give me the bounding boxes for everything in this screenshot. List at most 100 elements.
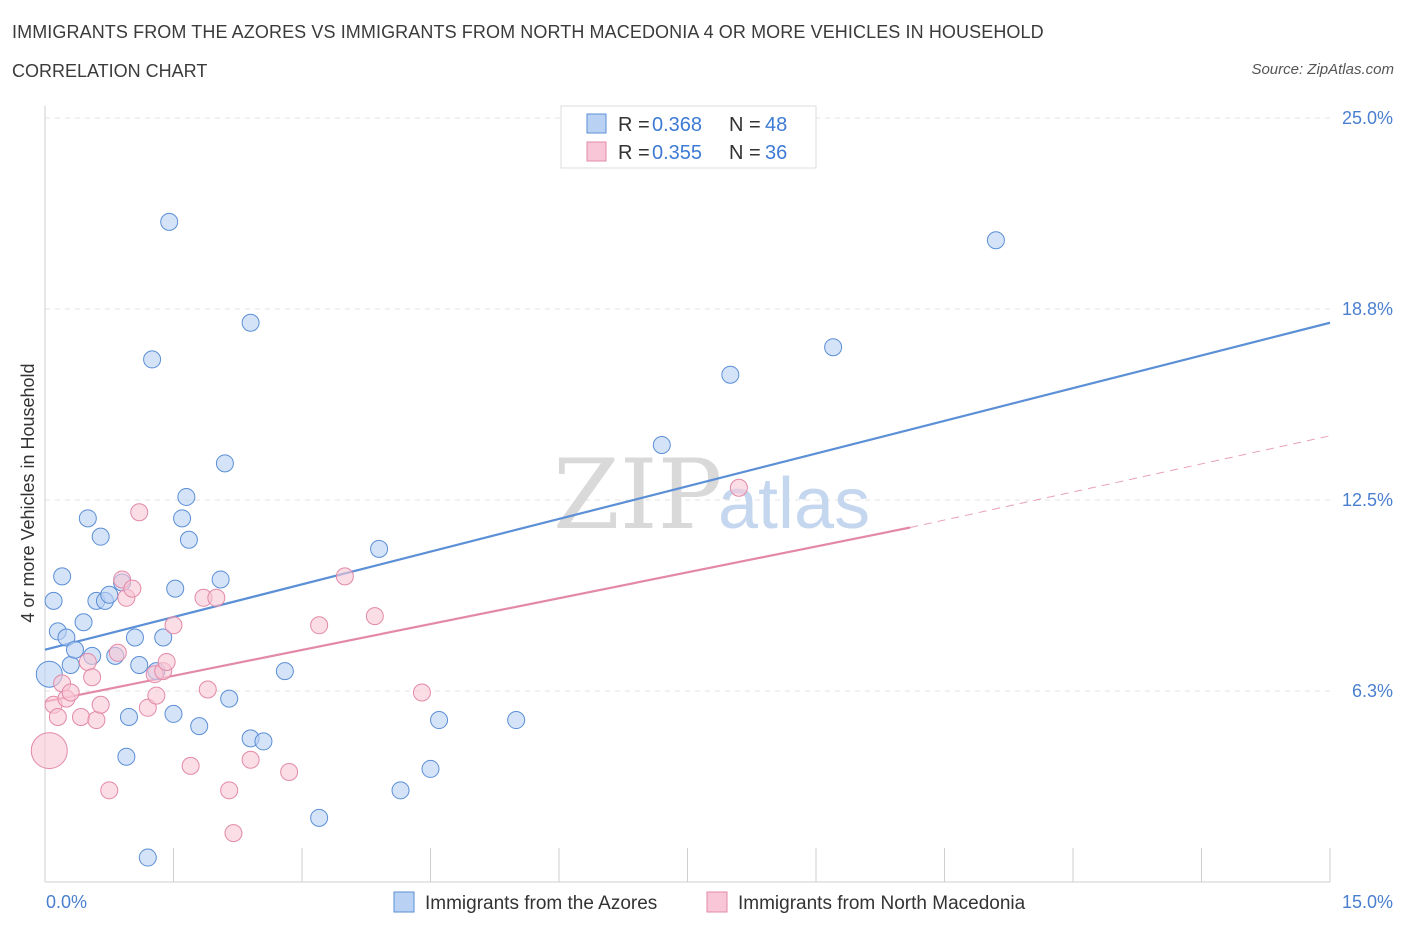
point-series-1-21	[157, 652, 176, 671]
point-series-0-7	[74, 613, 93, 632]
grid-lines	[45, 117, 1330, 692]
legend-r-label-2: R =	[618, 142, 650, 164]
point-series-0-30	[190, 717, 209, 736]
tick-labels: 6.3% 12.5% 18.8% 25.0% 0.0% 15.0%	[46, 108, 1393, 912]
point-series-0-44	[652, 435, 671, 454]
point-series-0-39	[370, 539, 389, 558]
point-series-0-24	[160, 212, 179, 231]
trend-line-series-0	[44, 321, 1331, 651]
point-series-1-35	[729, 478, 748, 497]
point-series-1-16	[130, 503, 149, 522]
point-series-1-23	[181, 756, 200, 775]
watermark-atlas: atlas	[718, 464, 870, 544]
point-series-0-20	[138, 848, 157, 867]
point-series-0-47	[986, 231, 1005, 250]
bottom-legend: Immigrants from the Azores Immigrants fr…	[393, 891, 1026, 914]
point-series-1-26	[207, 588, 226, 607]
legend-r-label-1: R =	[618, 114, 650, 136]
point-series-0-32	[215, 454, 234, 473]
legend-n-label-2: N =	[729, 142, 761, 164]
point-series-0-19	[130, 656, 149, 675]
y-axis-label: 4 or more Vehicles in Household	[18, 363, 38, 622]
chart-subtitle: CORRELATION CHART	[12, 61, 208, 81]
point-series-1-33	[365, 607, 384, 626]
point-series-0-45	[721, 365, 740, 384]
legend-swatch-macedonia	[586, 141, 607, 162]
top-legend: R = 0.368 N = 48 R = 0.355 N = 36	[560, 105, 817, 169]
point-series-0-33	[220, 689, 239, 708]
point-series-1-0	[30, 732, 68, 770]
point-series-0-17	[119, 707, 138, 726]
point-series-1-2	[48, 707, 67, 726]
x-tick-label-0: 0.0%	[46, 892, 87, 912]
point-series-0-28	[177, 487, 196, 506]
point-series-1-19	[147, 686, 166, 705]
point-series-1-29	[241, 750, 260, 769]
point-series-0-25	[164, 704, 183, 723]
point-series-0-1	[44, 591, 63, 610]
point-series-0-6	[65, 640, 84, 659]
point-series-0-8	[78, 509, 97, 528]
chart-title: IMMIGRANTS FROM THE AZORES VS IMMIGRANTS…	[12, 22, 1044, 42]
bottom-legend-swatch-macedonia	[706, 891, 728, 913]
data-points	[30, 212, 1005, 867]
trend-line-extension-series-1	[910, 435, 1331, 528]
point-series-1-34	[412, 683, 431, 702]
y-tick-label-1: 12.5%	[1342, 490, 1393, 510]
point-series-0-21	[143, 350, 162, 369]
point-series-0-16	[117, 747, 136, 766]
bottom-legend-label-macedonia: Immigrants from North Macedonia	[738, 893, 1026, 914]
point-series-1-25	[198, 680, 217, 699]
point-series-0-31	[211, 570, 230, 589]
point-series-1-32	[335, 567, 354, 586]
y-tick-label-2: 18.8%	[1342, 299, 1393, 319]
point-series-1-22	[164, 616, 183, 635]
y-tick-label-3: 25.0%	[1342, 108, 1393, 128]
source-credit: Source: ZipAtlas.com	[1251, 61, 1394, 78]
point-series-0-3	[53, 567, 72, 586]
point-series-1-11	[100, 781, 119, 800]
point-series-1-9	[87, 711, 106, 730]
point-series-0-23	[154, 628, 173, 647]
point-series-1-5	[61, 683, 80, 702]
point-series-1-15	[123, 579, 142, 598]
point-series-0-5	[61, 656, 80, 675]
legend-n-value-2: 36	[765, 142, 787, 164]
point-series-1-27	[220, 781, 239, 800]
point-series-0-41	[421, 759, 440, 778]
bottom-legend-swatch-azores	[393, 891, 415, 913]
point-series-1-8	[83, 668, 102, 687]
point-series-0-35	[254, 732, 273, 751]
point-series-0-37	[275, 662, 294, 681]
trend-lines	[44, 321, 1331, 703]
legend-n-value-1: 48	[765, 114, 787, 136]
point-series-0-26	[166, 579, 185, 598]
watermark: ZIP atlas	[553, 439, 870, 551]
point-series-1-31	[310, 616, 329, 635]
point-series-1-28	[224, 824, 243, 843]
point-series-0-29	[179, 530, 198, 549]
point-series-0-13	[100, 585, 119, 604]
point-series-1-10	[91, 695, 110, 714]
point-series-0-18	[125, 628, 144, 647]
point-series-0-43	[507, 711, 526, 730]
point-series-1-7	[78, 652, 97, 671]
point-series-1-12	[108, 643, 127, 662]
point-series-0-38	[310, 808, 329, 827]
point-series-0-42	[430, 711, 449, 730]
legend-r-value-1: 0.368	[652, 114, 702, 136]
point-series-1-17	[138, 698, 157, 717]
point-series-0-36	[241, 313, 260, 332]
point-series-0-11	[91, 527, 110, 546]
legend-r-value-2: 0.355	[652, 142, 702, 164]
point-series-1-30	[280, 762, 299, 781]
point-series-0-4	[57, 628, 76, 647]
point-series-0-46	[824, 338, 843, 357]
point-series-0-27	[173, 509, 192, 528]
point-series-0-40	[391, 781, 410, 800]
x-tick-label-1: 15.0%	[1342, 892, 1393, 912]
watermark-zip: ZIP	[553, 439, 722, 551]
point-series-1-6	[71, 707, 90, 726]
trend-line-series-1	[44, 526, 911, 703]
